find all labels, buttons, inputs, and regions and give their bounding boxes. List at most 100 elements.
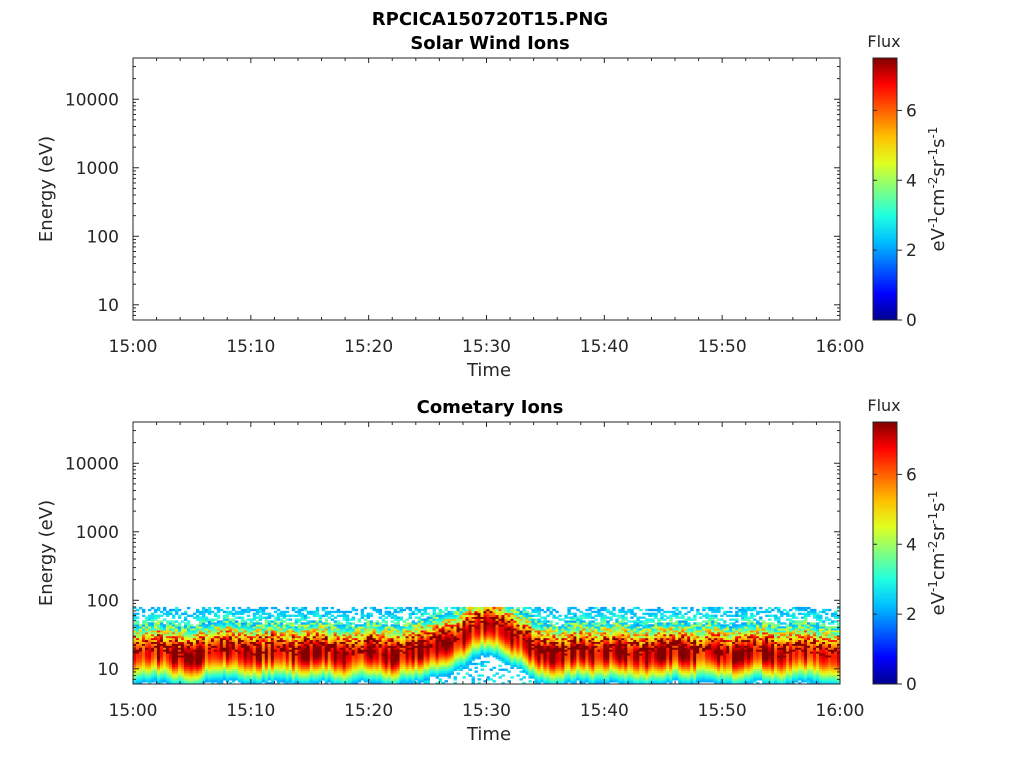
heatmap-cell bbox=[418, 617, 421, 619]
heatmap-cell bbox=[163, 607, 166, 609]
heatmap-cell bbox=[172, 609, 175, 611]
heatmap-cell bbox=[481, 607, 484, 609]
heatmap-cell bbox=[178, 609, 181, 611]
heatmap-cell bbox=[543, 611, 546, 613]
x-tick-label: 15:10 bbox=[226, 337, 275, 357]
heatmap-cell bbox=[262, 624, 265, 626]
heatmap-cell bbox=[421, 618, 424, 620]
heatmap-cell bbox=[424, 618, 427, 620]
heatmap-cell bbox=[400, 617, 403, 619]
heatmap-cell bbox=[397, 611, 400, 613]
heatmap-cell bbox=[301, 613, 304, 615]
heatmap-cell bbox=[241, 609, 244, 611]
heatmap-cell bbox=[256, 609, 259, 611]
heatmap-cell bbox=[484, 607, 487, 609]
heatmap-cell bbox=[283, 620, 286, 622]
heatmap-cell bbox=[187, 620, 190, 622]
heatmap-cell bbox=[457, 672, 460, 674]
heatmap-cell bbox=[295, 626, 298, 628]
heatmap-cell bbox=[217, 607, 220, 609]
heatmap-cell bbox=[540, 617, 543, 619]
heatmap-cell bbox=[301, 607, 304, 609]
heatmap-cell bbox=[478, 674, 481, 676]
heatmap-cell bbox=[409, 607, 412, 609]
heatmap-cell bbox=[427, 617, 430, 619]
heatmap-cell bbox=[265, 613, 268, 615]
heatmap-cell bbox=[307, 620, 310, 622]
heatmap-cell bbox=[169, 609, 172, 611]
heatmap-cell bbox=[154, 609, 157, 611]
heatmap-cell bbox=[400, 607, 403, 609]
heatmap-cell bbox=[298, 609, 301, 611]
heatmap-cell bbox=[247, 607, 250, 609]
heatmap-cell bbox=[445, 680, 448, 682]
heatmap-cell bbox=[286, 622, 289, 624]
heatmap-cell bbox=[349, 622, 352, 624]
heatmap-cell bbox=[364, 622, 367, 624]
heatmap-cell bbox=[217, 620, 220, 622]
heatmap-cell bbox=[322, 622, 325, 624]
heatmap-cell bbox=[445, 613, 448, 615]
heatmap-cell bbox=[265, 617, 268, 619]
heatmap-cell bbox=[259, 607, 262, 609]
heatmap-cell bbox=[436, 607, 439, 609]
heatmap-cell bbox=[454, 607, 457, 609]
heatmap-cell bbox=[163, 618, 166, 620]
heatmap-cell bbox=[148, 622, 151, 624]
heatmap-cell bbox=[166, 611, 169, 613]
heatmap-cell bbox=[406, 622, 409, 624]
heatmap-cell bbox=[226, 611, 229, 613]
heatmap-cell bbox=[498, 676, 501, 678]
heatmap-cell bbox=[331, 611, 334, 613]
heatmap-cell bbox=[283, 611, 286, 613]
heatmap-cell bbox=[543, 617, 546, 619]
heatmap-cell bbox=[364, 615, 367, 617]
heatmap-cell bbox=[531, 615, 534, 617]
heatmap-cell bbox=[196, 609, 199, 611]
heatmap-cell bbox=[516, 674, 519, 676]
heatmap-cell bbox=[391, 624, 394, 626]
heatmap-cell bbox=[217, 615, 220, 617]
heatmap-cell bbox=[415, 617, 418, 619]
colorbar-tick-label: 2 bbox=[906, 241, 917, 261]
heatmap-cell bbox=[403, 609, 406, 611]
heatmap-cell bbox=[247, 618, 250, 620]
heatmap-cell bbox=[178, 615, 181, 617]
heatmap-cell bbox=[394, 615, 397, 617]
heatmap-cell bbox=[385, 611, 388, 613]
heatmap-cell bbox=[495, 607, 498, 609]
heatmap-cell bbox=[436, 613, 439, 615]
heatmap-cell bbox=[337, 615, 340, 617]
x-tick-label: 16:00 bbox=[816, 337, 865, 357]
y-tick-label: 100 bbox=[87, 227, 119, 247]
heatmap-cell bbox=[256, 620, 259, 622]
heatmap-cell bbox=[133, 613, 136, 615]
heatmap-cell bbox=[250, 609, 253, 611]
heatmap-cell bbox=[412, 611, 415, 613]
heatmap-cell bbox=[235, 620, 238, 622]
heatmap-cell bbox=[136, 609, 139, 611]
heatmap-cell bbox=[184, 622, 187, 624]
heatmap-cell bbox=[382, 618, 385, 620]
heatmap-cell bbox=[295, 618, 298, 620]
heatmap-cell bbox=[250, 618, 253, 620]
heatmap-cell bbox=[259, 615, 262, 617]
heatmap-cell bbox=[343, 624, 346, 626]
heatmap-cell bbox=[495, 672, 498, 674]
heatmap-cell bbox=[334, 611, 337, 613]
heatmap-cell bbox=[184, 617, 187, 619]
heatmap-cell bbox=[139, 607, 142, 609]
heatmap-cell bbox=[475, 663, 478, 665]
heatmap-cell bbox=[534, 618, 537, 620]
heatmap-cell bbox=[253, 609, 256, 611]
heatmap-cell bbox=[157, 615, 160, 617]
heatmap-cell bbox=[525, 611, 528, 613]
heatmap-cell bbox=[412, 620, 415, 622]
heatmap-cell bbox=[175, 607, 178, 609]
x-tick-label: 15:40 bbox=[580, 337, 629, 357]
heatmap-cell bbox=[199, 611, 202, 613]
heatmap-cell bbox=[304, 615, 307, 617]
heatmap-cell bbox=[289, 618, 292, 620]
